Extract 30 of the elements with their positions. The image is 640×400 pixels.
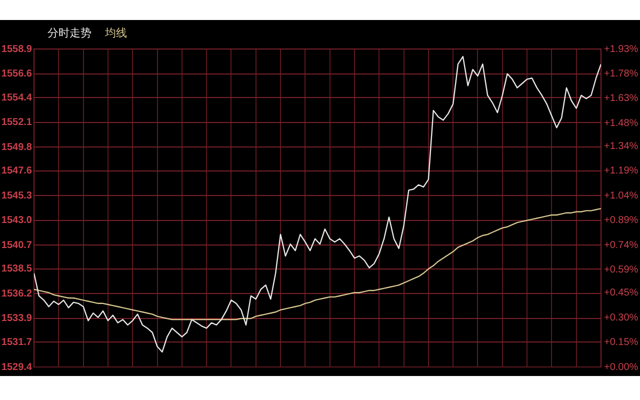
text: 均线 — [104, 26, 127, 40]
y-tick-label: 1529.4 — [1, 362, 32, 373]
y-tick-label: 1556.6 — [1, 68, 32, 80]
y2-tick-label: +0.15% — [604, 337, 638, 348]
y-tick-label: 1552.1 — [1, 117, 32, 128]
y2-tick-label: +1.48% — [604, 118, 638, 129]
y-tick-label: 1540.7 — [1, 240, 32, 251]
y-tick-label: 1538.5 — [1, 264, 32, 275]
y2-tick-label: +0.00% — [604, 362, 638, 373]
y-tick-label: 1547.6 — [1, 166, 32, 177]
y-tick-label: 1533.9 — [1, 313, 32, 324]
y2-tick-label: +0.74% — [604, 240, 638, 251]
y-tick-label: 1549.8 — [1, 142, 32, 153]
y2-tick-label: +1.93% — [604, 44, 638, 55]
y-tick-label: 1543.0 — [1, 215, 32, 226]
y2-tick-label: +0.45% — [604, 288, 638, 299]
y2-tick-label: +0.59% — [604, 264, 638, 276]
y-tick-label: 1536.2 — [1, 288, 32, 300]
y2-tick-label: +1.63% — [604, 93, 638, 104]
y-tick-label: 1558.9 — [1, 44, 32, 55]
y2-tick-label: +0.30% — [604, 312, 638, 324]
y-tick-label: 1554.4 — [1, 92, 32, 104]
text: 分时走势 — [48, 26, 92, 40]
y-tick-label: 1531.7 — [1, 336, 32, 348]
y2-tick-label: +0.89% — [604, 215, 638, 226]
y2-tick-label: +1.04% — [604, 190, 638, 202]
y2-tick-label: +1.34% — [604, 140, 638, 152]
y2-tick-label: +1.19% — [604, 166, 638, 177]
y2-tick-label: +1.78% — [604, 68, 638, 80]
y-tick-label: 1545.3 — [1, 190, 32, 202]
